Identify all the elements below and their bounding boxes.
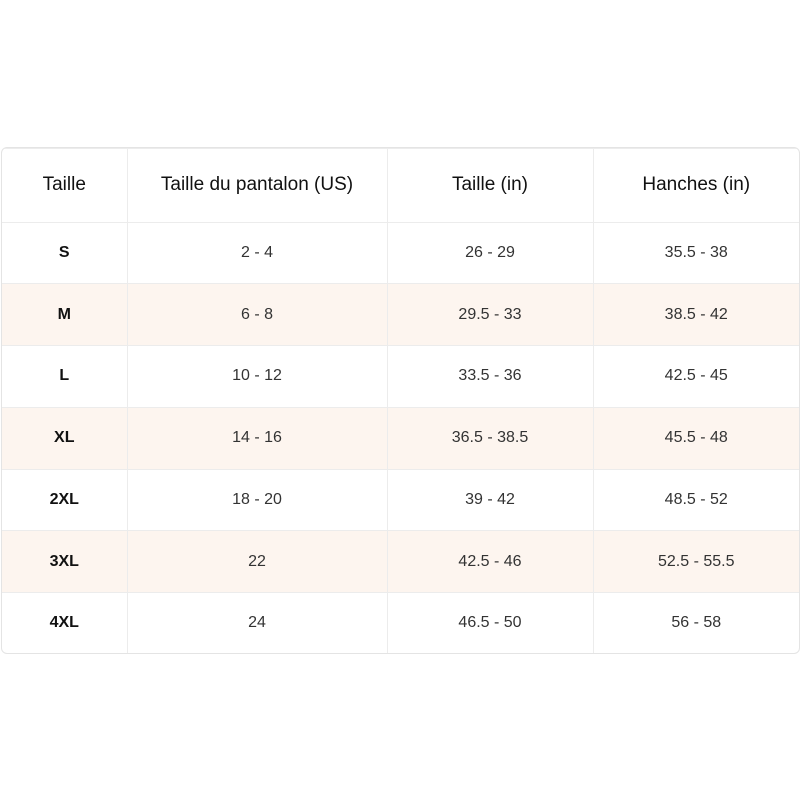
header-cell: Taille xyxy=(2,148,128,223)
table-row: 4XL 24 46.5 - 50 56 - 58 xyxy=(2,592,799,653)
table-cell: 52.5 - 55.5 xyxy=(592,530,799,594)
size-cell: 3XL xyxy=(2,530,128,594)
table-cell: 10 - 12 xyxy=(126,345,388,408)
table-cell: 6 - 8 xyxy=(126,283,388,347)
table-row: 2XL 18 - 20 39 - 42 48.5 - 52 xyxy=(2,468,799,532)
size-table-container: Taille Taille du pantalon (US) Taille (in)… xyxy=(1,147,800,654)
table-cell: 46.5 - 50 xyxy=(386,592,594,653)
table-cell: 36.5 - 38.5 xyxy=(386,406,594,470)
table-cell: 35.5 - 38 xyxy=(592,221,799,285)
header-cell: Taille (in) xyxy=(386,148,594,223)
table-cell: 39 - 42 xyxy=(386,468,594,532)
header-row: Taille Taille du pantalon (US) Taille (in)… xyxy=(2,148,799,223)
table-cell: 38.5 - 42 xyxy=(592,283,799,347)
table-cell: 29.5 - 33 xyxy=(386,283,594,347)
size-cell: 4XL xyxy=(2,592,128,653)
table-row: L 10 - 12 33.5 - 36 42.5 - 45 xyxy=(2,345,799,408)
size-cell: S xyxy=(2,221,128,285)
size-cell: XL xyxy=(2,406,128,470)
table-cell: 22 xyxy=(126,530,388,594)
table-cell: 42.5 - 45 xyxy=(592,345,799,408)
table-cell: 2 - 4 xyxy=(126,221,388,285)
header-cell: Hanches (in) xyxy=(592,148,799,223)
table-cell: 48.5 - 52 xyxy=(592,468,799,532)
table-cell: 42.5 - 46 xyxy=(386,530,594,594)
size-table: Taille Taille du pantalon (US) Taille (in)… xyxy=(2,148,799,653)
table-cell: 56 - 58 xyxy=(592,592,799,653)
size-cell: 2XL xyxy=(2,468,128,532)
header-cell: Taille du pantalon (US) xyxy=(126,148,388,223)
table-row: 3XL 22 42.5 - 46 52.5 - 55.5 xyxy=(2,530,799,594)
table-cell: 33.5 - 36 xyxy=(386,345,594,408)
table-cell: 45.5 - 48 xyxy=(592,406,799,470)
table-cell: 26 - 29 xyxy=(386,221,594,285)
table-cell: 18 - 20 xyxy=(126,468,388,532)
table-cell: 24 xyxy=(126,592,388,653)
table-row: XL 14 - 16 36.5 - 38.5 45.5 - 48 xyxy=(2,406,799,470)
table-cell: 14 - 16 xyxy=(126,406,388,470)
size-cell: L xyxy=(2,345,128,408)
size-cell: M xyxy=(2,283,128,347)
